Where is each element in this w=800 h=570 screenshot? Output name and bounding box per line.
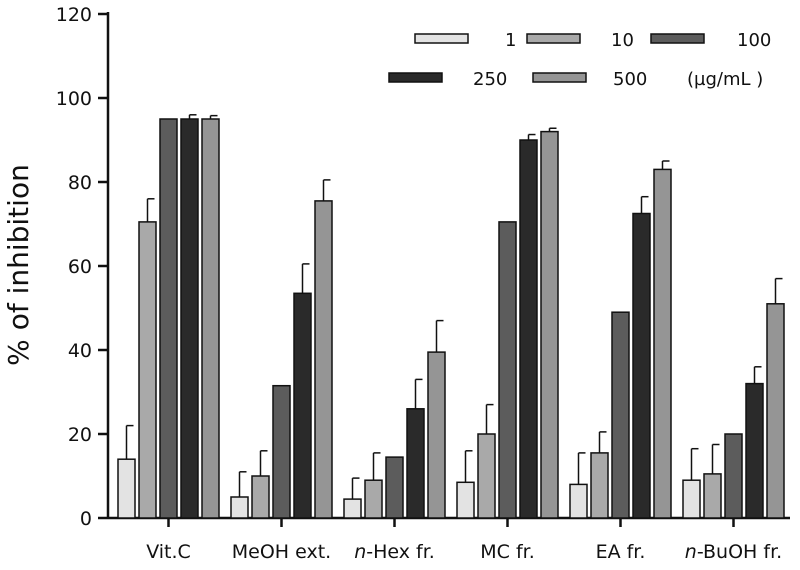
bar-1-5 <box>682 479 701 519</box>
x-tick-label: n-Hex fr. <box>354 541 435 563</box>
legend-item-1: 1 <box>414 30 516 51</box>
error-bar <box>577 452 586 485</box>
error-bar <box>527 133 536 140</box>
bar-100-4 <box>611 311 630 519</box>
legend-label: 500 <box>613 69 647 90</box>
legend-item-250: 250 <box>388 69 507 90</box>
bar-1-1 <box>230 496 249 519</box>
legend-item-100: 100 <box>650 30 771 51</box>
y-tick-label: 40 <box>68 340 92 362</box>
x-tick-label: Vit.C <box>146 541 191 563</box>
x-tick-label: MeOH ext. <box>232 541 331 563</box>
x-tick-label-italic: n <box>354 541 366 563</box>
error-bar <box>753 366 762 384</box>
x-tick-label: EA fr. <box>596 541 646 563</box>
x-ticks: Vit.C MeOH ext. n-Hex fr. MC fr. EA fr. n-BuO… <box>146 518 782 563</box>
bar-1-4 <box>569 483 588 519</box>
error-bar <box>435 319 444 353</box>
bar-1-0 <box>117 458 136 519</box>
error-bar <box>414 378 423 409</box>
bar-250-0 <box>180 118 199 519</box>
bar-500-2 <box>427 351 446 519</box>
x-tick-label: MC fr. <box>480 541 535 563</box>
bar-10-1 <box>251 475 270 519</box>
error-bars <box>125 114 783 500</box>
error-bar <box>146 198 155 222</box>
bar-250-2 <box>406 408 425 519</box>
bar-100-5 <box>724 433 743 519</box>
bar-500-0 <box>201 118 220 519</box>
y-tick-label: 120 <box>56 4 92 26</box>
bar-250-1 <box>293 292 312 519</box>
error-bar <box>774 277 783 304</box>
error-bar <box>690 447 699 481</box>
y-axis-label: % of inhibition <box>2 164 35 366</box>
error-bar <box>640 195 649 214</box>
x-tick-label-italic: n <box>685 541 697 563</box>
legend-swatch <box>532 72 587 83</box>
x-tick-label-text: -BuOH fr. <box>697 541 782 563</box>
error-bar <box>238 471 247 497</box>
error-bar <box>351 477 360 500</box>
x-tick-label-text: MC fr. <box>480 541 535 563</box>
x-tick-label: n-BuOH fr. <box>685 541 782 563</box>
bar-500-4 <box>653 168 672 519</box>
error-bar <box>209 114 218 119</box>
x-tick-label-text: Vit.C <box>146 541 191 563</box>
y-tick-label: 0 <box>80 508 92 530</box>
error-bar <box>125 424 134 460</box>
bar-10-5 <box>703 473 722 519</box>
legend-item-10: 10 <box>526 30 634 51</box>
legend-swatch <box>388 72 443 83</box>
y-tick-label: 80 <box>68 172 92 194</box>
y-tick-label: 20 <box>68 424 92 446</box>
bar-1-2 <box>343 498 362 519</box>
legend-label: 100 <box>737 30 771 51</box>
error-bar <box>711 443 720 474</box>
legend-swatch <box>650 33 705 44</box>
legend-label: 250 <box>473 69 507 90</box>
bar-10-0 <box>138 221 157 519</box>
bar-250-3 <box>519 139 538 519</box>
bar-10-3 <box>477 433 496 519</box>
legend-swatch <box>526 33 581 44</box>
bar-10-4 <box>590 452 609 519</box>
bar-500-1 <box>314 200 333 519</box>
bars <box>117 118 785 519</box>
legend: 1 10 100 250 500 (µg/mL ) <box>388 30 771 90</box>
y-ticks: 0 20 40 60 80 100 120 <box>56 4 108 530</box>
legend-item-500: 500 <box>532 69 647 90</box>
x-tick-label-text: -Hex fr. <box>366 541 435 563</box>
bar-500-3 <box>540 130 559 519</box>
bar-250-5 <box>745 382 764 519</box>
bar-250-4 <box>632 212 651 519</box>
error-bar <box>301 263 310 294</box>
legend-unit: (µg/mL ) <box>687 69 763 90</box>
x-tick-label-text: MeOH ext. <box>232 541 331 563</box>
error-bar <box>661 160 670 170</box>
bar-500-5 <box>766 303 785 519</box>
bar-100-1 <box>272 384 291 519</box>
error-bar <box>322 179 331 201</box>
bar-100-2 <box>385 456 404 519</box>
error-bar <box>598 431 607 453</box>
y-tick-label: 60 <box>68 256 92 278</box>
legend-label: 10 <box>611 30 634 51</box>
error-bar <box>188 114 197 119</box>
error-bar <box>485 403 494 434</box>
error-bar <box>548 127 557 132</box>
legend-label: 1 <box>505 30 516 51</box>
legend-swatch <box>414 33 469 44</box>
error-bar <box>372 452 381 481</box>
bar-100-0 <box>159 118 178 519</box>
error-bar <box>464 450 473 483</box>
x-tick-label-text: EA fr. <box>596 541 646 563</box>
bar-10-2 <box>364 479 383 519</box>
error-bar <box>259 450 268 476</box>
y-tick-label: 100 <box>56 88 92 110</box>
bar-1-3 <box>456 481 475 519</box>
bar-100-3 <box>498 221 517 519</box>
